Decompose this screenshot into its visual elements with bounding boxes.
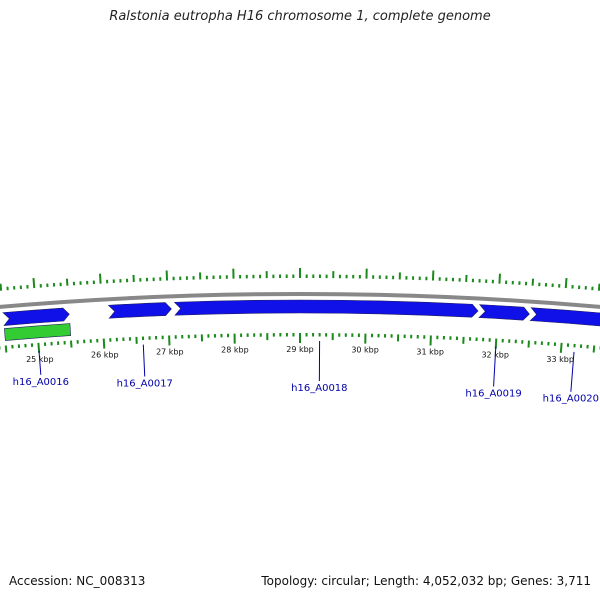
gene-h16_A0019-forward[interactable] <box>478 304 530 321</box>
gene-h16_A0016-reverse[interactable] <box>4 323 72 341</box>
map-title: Ralstonia eutropha H16 chromosome 1, com… <box>109 9 491 24</box>
scale-label: 26 kbp <box>91 351 119 360</box>
major-tick <box>102 338 106 349</box>
chromosome-backbone <box>0 292 600 309</box>
scale-labels: 25 kbp 26 kbp 27 kbp 28 kbp 29 kbp 30 kbp 31 k… <box>26 345 574 364</box>
gene-track <box>2 299 600 341</box>
gene-label[interactable]: h16_A0016 <box>13 377 69 388</box>
minor-tick <box>0 283 3 291</box>
inner-tick-ring <box>0 333 600 353</box>
major-tick <box>498 273 501 284</box>
scale-label: 30 kbp <box>351 346 379 355</box>
accession-text: Accession: NC_008313 <box>9 574 146 588</box>
scale-label: 31 kbp <box>416 347 444 356</box>
minor-tick <box>4 345 8 353</box>
gene-labels: h16_A0016 h16_A0017 h16_A0018 h16_A0019 h16_… <box>13 341 599 405</box>
gene-label[interactable]: h16_A0019 <box>465 388 521 399</box>
major-tick <box>559 342 563 353</box>
gene-label[interactable]: h16_A0017 <box>117 379 173 390</box>
minor-tick <box>597 283 600 291</box>
gene-label[interactable]: h16_A0018 <box>291 383 347 394</box>
gene-h16_A0020-forward[interactable] <box>529 307 600 328</box>
scale-label: 27 kbp <box>156 347 184 356</box>
major-tick <box>564 277 568 289</box>
major-tick <box>99 273 102 284</box>
leader-line <box>493 346 497 387</box>
leader-line <box>38 350 42 375</box>
gene-label[interactable]: h16_A0020 <box>543 394 599 405</box>
gene-h16_A0016-forward[interactable] <box>2 307 70 326</box>
scale-label: 29 kbp <box>286 345 314 354</box>
outer-tick-ring <box>0 268 600 291</box>
leader-line <box>142 344 146 377</box>
gene-h16_A0017-forward[interactable] <box>107 302 172 319</box>
leader-line <box>570 351 575 392</box>
gene-h16_A0018-forward[interactable] <box>173 299 479 318</box>
major-tick <box>32 277 36 289</box>
scale-label: 33 kbp <box>546 355 574 364</box>
scale-label: 28 kbp <box>221 346 249 355</box>
genome-summary: Topology: circular; Length: 4,052,032 bp… <box>261 574 591 588</box>
minor-tick <box>592 345 596 353</box>
